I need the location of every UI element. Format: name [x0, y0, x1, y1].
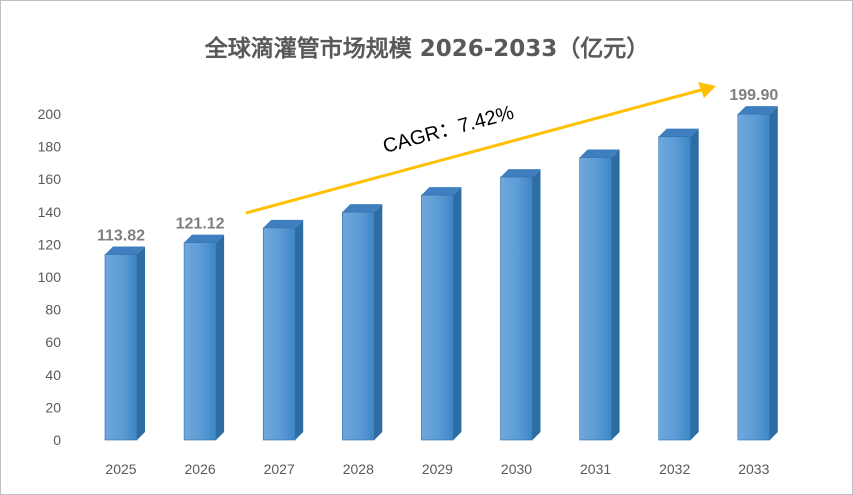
- bar: [104, 246, 145, 441]
- bar: [500, 169, 541, 441]
- y-tick-label: 120: [38, 236, 62, 252]
- bar-side: [453, 187, 462, 440]
- bar-top: [421, 187, 462, 196]
- bar-front: [183, 242, 217, 441]
- x-tick-label: 2025: [105, 461, 136, 477]
- bar-front: [579, 157, 612, 441]
- bar: [183, 234, 225, 441]
- bar-front: [737, 113, 771, 441]
- bar-front: [262, 227, 296, 441]
- bar-top: [579, 149, 620, 158]
- cagr-annotation: CAGR：7.42%: [245, 82, 716, 215]
- y-tick-label: 40: [45, 367, 61, 383]
- y-tick-label: 140: [38, 204, 62, 220]
- bar-side: [532, 169, 541, 440]
- x-axis: 2025 2026 2027 2028 2029 2030 2031 2032 2033: [105, 461, 769, 477]
- bar: [658, 128, 699, 441]
- chart-title: 全球滴灌管市场规模 2026-2033（亿元）: [204, 35, 650, 62]
- bar-top: [500, 169, 541, 178]
- y-tick-label: 180: [38, 139, 62, 155]
- bar: [341, 204, 383, 441]
- x-tick-label: 2029: [422, 461, 453, 477]
- data-labels: 113.82 121.12 199.90: [97, 87, 778, 244]
- cagr-arrow-head: [698, 82, 716, 98]
- data-label: 121.12: [176, 216, 225, 233]
- cagr-arrow-line: [245, 88, 702, 215]
- y-tick-label: 100: [38, 269, 62, 285]
- x-tick-label: 2032: [659, 461, 690, 477]
- y-tick-label: 80: [45, 302, 61, 318]
- bar-front: [658, 136, 692, 441]
- bar-top: [342, 204, 383, 213]
- bar-front: [104, 254, 138, 441]
- bar-top: [105, 246, 145, 255]
- y-tick-label: 20: [45, 399, 61, 415]
- bar: [421, 187, 462, 441]
- bar-series: [104, 106, 778, 441]
- y-tick-label: 60: [45, 334, 61, 350]
- bar-front: [500, 176, 533, 441]
- bar-side: [769, 106, 778, 441]
- bar-top: [184, 234, 225, 243]
- bar-side: [295, 219, 304, 440]
- x-tick-label: 2027: [264, 461, 295, 477]
- bar-side: [611, 149, 620, 440]
- data-label: 199.90: [729, 87, 778, 104]
- bar-top: [737, 106, 778, 115]
- x-tick-label: 2031: [580, 461, 611, 477]
- x-tick-label: 2030: [501, 461, 532, 477]
- bar: [579, 149, 620, 441]
- bar-side: [690, 128, 699, 441]
- bar: [262, 219, 304, 441]
- bar-side: [374, 204, 383, 440]
- bar-top: [658, 128, 699, 137]
- y-tick-label: 200: [38, 106, 62, 122]
- bar: [737, 106, 778, 441]
- x-tick-label: 2028: [343, 461, 374, 477]
- bar-side: [216, 234, 225, 440]
- x-tick-label: 2033: [738, 461, 769, 477]
- bar-front: [421, 194, 454, 441]
- y-tick-label: 0: [53, 432, 61, 448]
- y-tick-label: 160: [38, 171, 62, 187]
- cagr-label: CAGR：7.42%: [381, 102, 517, 158]
- bar-top: [263, 219, 304, 228]
- data-label: 113.82: [97, 227, 145, 244]
- bar-side: [137, 246, 145, 440]
- y-axis: 0 20 40 60 80 100 120 140 160 180 200: [38, 106, 62, 448]
- x-tick-label: 2026: [185, 461, 216, 477]
- bar-front: [341, 211, 375, 441]
